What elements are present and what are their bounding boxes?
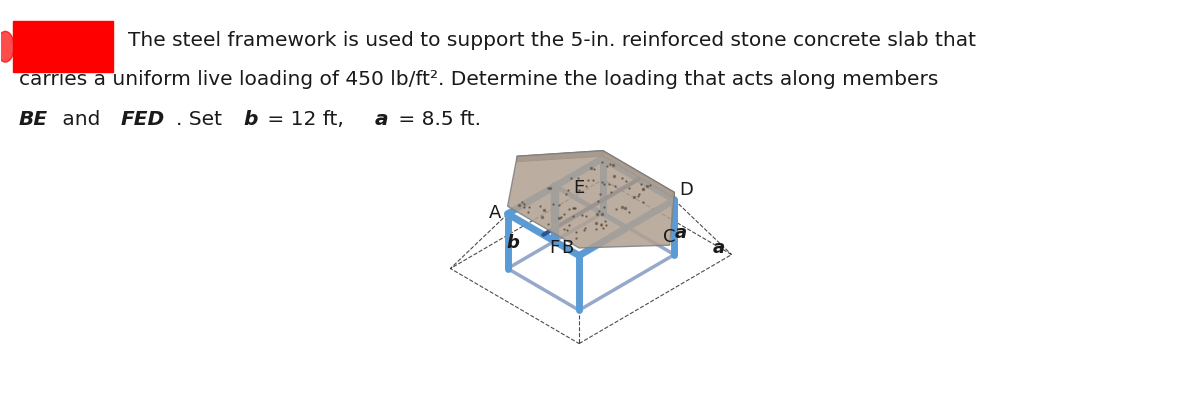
Text: a: a	[374, 110, 388, 129]
Text: and: and	[56, 110, 107, 129]
Text: . Set: . Set	[176, 110, 229, 129]
Text: b: b	[242, 110, 257, 129]
Text: The steel framework is used to support the 5-in. reinforced stone concrete slab : The steel framework is used to support t…	[128, 31, 976, 50]
Polygon shape	[602, 150, 674, 198]
Text: B: B	[560, 239, 574, 257]
Text: a: a	[674, 224, 686, 242]
Polygon shape	[517, 150, 602, 162]
Text: BE: BE	[19, 110, 48, 129]
Text: F: F	[548, 239, 559, 257]
Text: = 12 ft,: = 12 ft,	[262, 110, 350, 129]
Polygon shape	[508, 150, 674, 248]
Text: FED: FED	[120, 110, 164, 129]
Text: = 8.5 ft.: = 8.5 ft.	[391, 110, 480, 129]
Text: C: C	[664, 228, 676, 246]
Text: A: A	[490, 204, 502, 222]
Text: D: D	[679, 181, 694, 199]
Text: carries a uniform live loading of 450 lb/ft². Determine the loading that acts al: carries a uniform live loading of 450 lb…	[19, 70, 938, 89]
Ellipse shape	[0, 31, 14, 62]
Text: b: b	[506, 235, 518, 252]
Text: a: a	[713, 239, 725, 257]
Bar	[13, 21, 114, 72]
Text: E: E	[574, 179, 584, 197]
